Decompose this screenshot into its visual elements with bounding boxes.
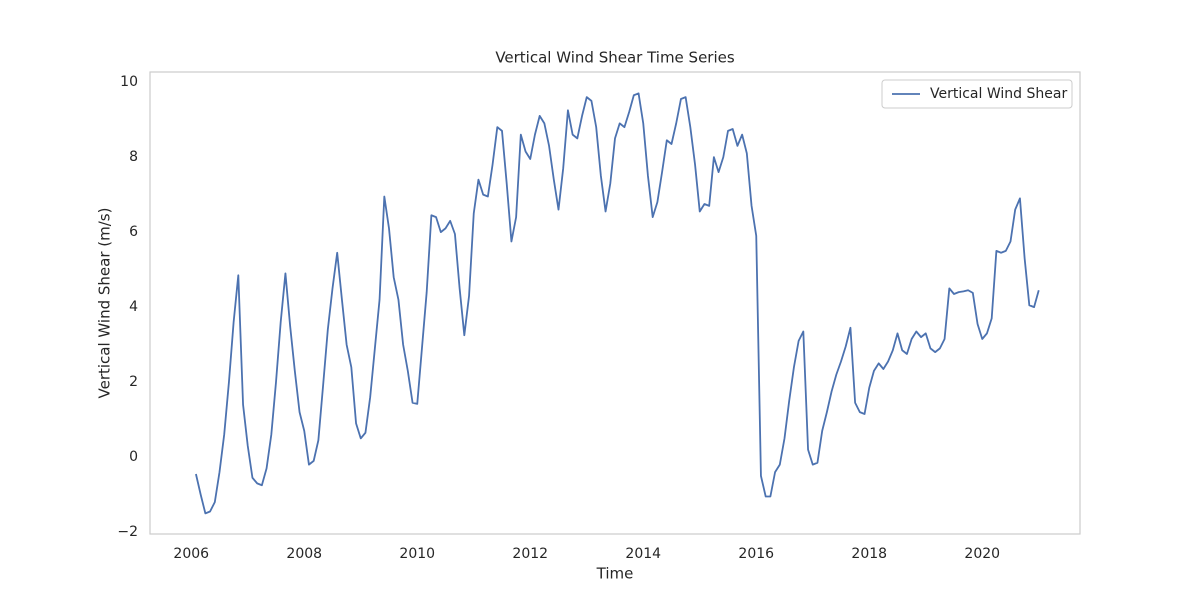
x-tick-label: 2008 <box>286 546 322 562</box>
legend-label: Vertical Wind Shear <box>930 86 1067 102</box>
x-tick-label: 2014 <box>625 546 661 562</box>
axes-frame <box>149 71 1081 535</box>
y-tick-label: 6 <box>129 224 138 240</box>
x-axis-label: Time <box>596 565 634 583</box>
y-tick-label: 4 <box>129 299 138 315</box>
x-tick-label: 2010 <box>399 546 435 562</box>
y-axis-label: Vertical Wind Shear (m/s) <box>96 208 114 399</box>
chart-title: Vertical Wind Shear Time Series <box>495 49 735 67</box>
x-tick-label: 2020 <box>964 546 1000 562</box>
x-tick-label: 2012 <box>512 546 548 562</box>
y-tick-label: 0 <box>129 449 138 465</box>
x-tick-label: 2006 <box>173 546 209 562</box>
x-tick-label: 2018 <box>851 546 887 562</box>
legend-box <box>881 79 1073 109</box>
data-line <box>195 92 1040 515</box>
x-tick-label: 2016 <box>738 546 774 562</box>
y-tick-label: 8 <box>129 149 138 165</box>
y-tick-label: 10 <box>120 74 138 90</box>
y-tick-label: 2 <box>129 374 138 390</box>
y-tick-label: −2 <box>117 524 138 540</box>
